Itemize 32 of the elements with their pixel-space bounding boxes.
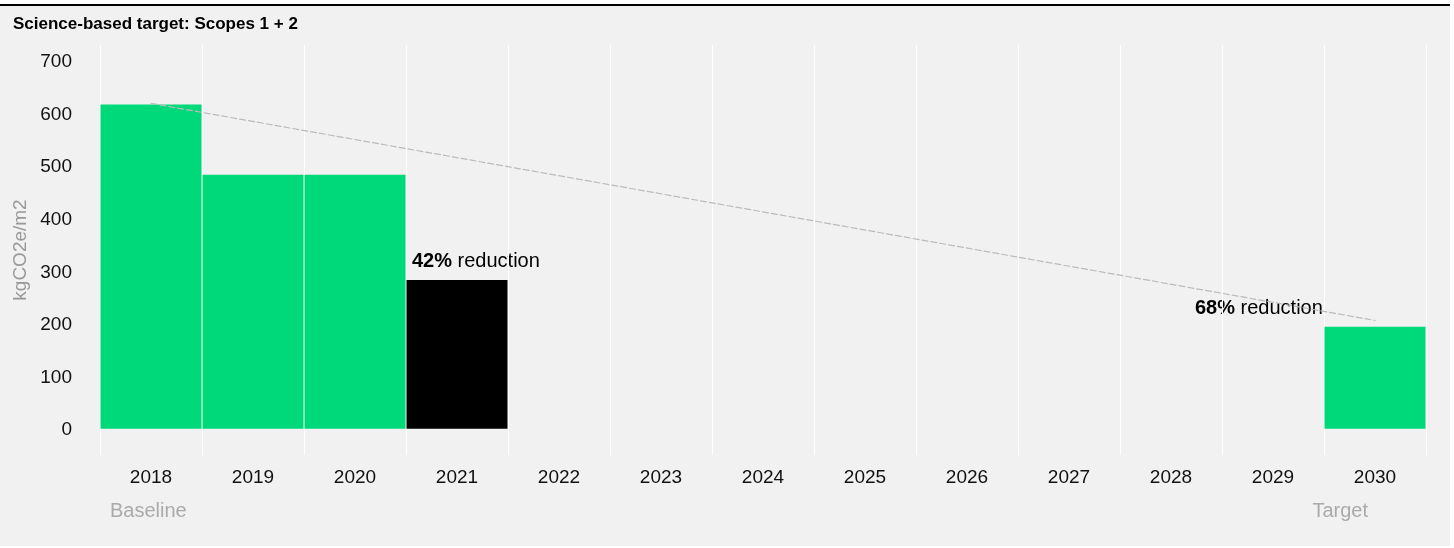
x-tick-label: 2024 — [741, 466, 785, 487]
x-tick-label: 2018 — [129, 466, 173, 487]
bar — [1324, 326, 1426, 429]
annotation: 42% reduction — [412, 248, 540, 271]
x-tick-label: 2029 — [1251, 466, 1295, 487]
bar — [202, 174, 304, 429]
y-tick-label: 200 — [40, 313, 72, 335]
x-tick-label: 2027 — [1047, 466, 1091, 487]
x-tick-label: 2026 — [945, 466, 989, 487]
annotation: 68% reduction — [1195, 295, 1323, 318]
text: Baseline — [110, 499, 187, 521]
y-tick-label: 400 — [40, 207, 72, 229]
x-tick-label: 2019 — [231, 466, 275, 487]
x-tick-label: 2028 — [1149, 466, 1193, 487]
y-tick-label: 100 — [40, 365, 72, 387]
x-tick-label: 2030 — [1353, 466, 1397, 487]
x-tick-label: 2022 — [537, 466, 581, 487]
x-tick-label: 2025 — [843, 466, 887, 487]
bar — [100, 104, 202, 429]
x-tick-label: 2020 — [333, 466, 377, 487]
chart-title: Science-based target: Scopes 1 + 2 — [13, 14, 298, 33]
y-tick-label: 300 — [40, 260, 72, 282]
y-tick-label: 0 — [61, 418, 72, 440]
bar — [304, 174, 406, 429]
y-axis-title: kgCO2e/m2 — [9, 199, 31, 301]
x-tick-label: 2021 — [435, 466, 479, 487]
bar — [406, 279, 508, 429]
y-tick-label: 600 — [40, 102, 72, 124]
text: Target — [1312, 499, 1369, 521]
x-tick-label: 2023 — [639, 466, 683, 487]
y-tick-label: 700 — [40, 50, 72, 72]
y-tick-label: 500 — [40, 155, 72, 177]
